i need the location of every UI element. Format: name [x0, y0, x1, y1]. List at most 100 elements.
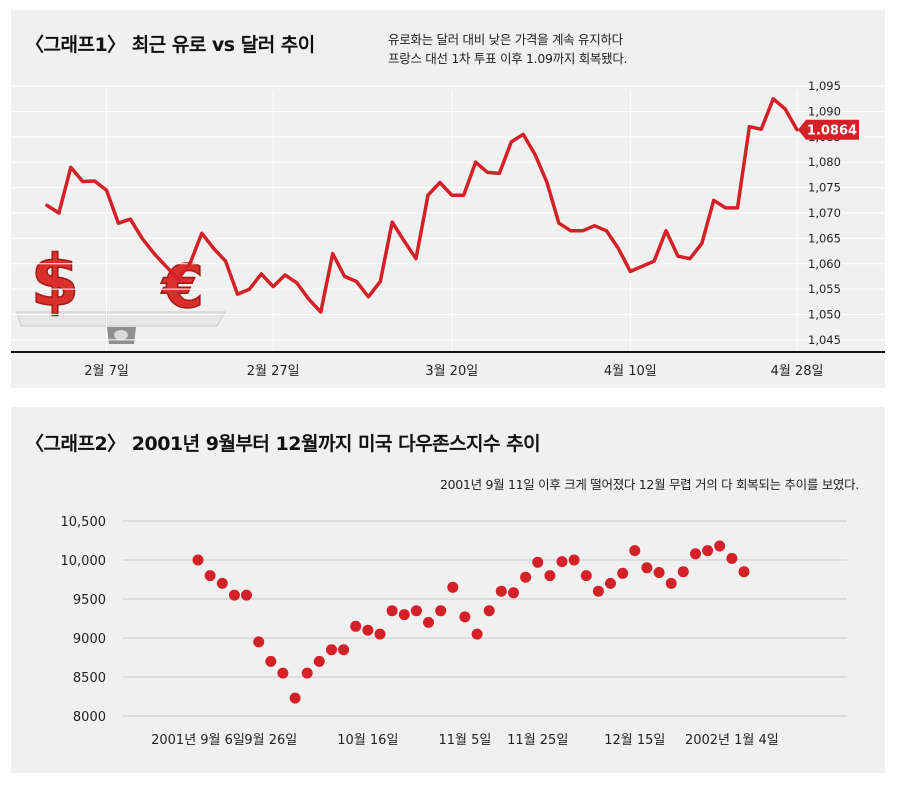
chart2-point	[690, 548, 701, 560]
chart2-x-tick-label: 11월 25일	[507, 733, 568, 748]
scale-fulcrum-hole	[114, 330, 128, 340]
chart2-x-tick-label: 11월 5일	[438, 733, 491, 748]
chart2-x-tick-label: 9월 26일	[244, 733, 297, 748]
chart2-point	[277, 667, 289, 679]
chart1-last-value-badge: 1.0864	[798, 119, 859, 140]
chart1-y-tick-label: 1,090	[808, 104, 841, 118]
chart2-point	[580, 570, 592, 582]
chart1-subtitle: 유로화는 달러 대비 낮은 가격을 계속 유지하다 프랑스 대선 1차 투표 이…	[388, 30, 748, 68]
chart2-point	[556, 556, 568, 568]
chart1-x-axis: 2월 7일 2월 27일 3월 20일 4월 10일 4월 28일	[84, 364, 823, 379]
chart2-point	[301, 667, 313, 679]
chart2-point	[677, 566, 689, 578]
chart2-point	[410, 605, 422, 617]
chart2-point	[435, 605, 447, 617]
chart1-subtitle-line-2: 프랑스 대선 1차 투표 이후 1.09까지 회복됐다.	[388, 51, 628, 66]
chart2-point	[714, 540, 726, 552]
chart1-y-tick-label: 1,045	[808, 333, 841, 347]
chart1-y-tick-label: 1,050	[808, 308, 841, 322]
chart2-point	[605, 577, 616, 589]
chart1-subtitle-line-1: 유로화는 달러 대비 낮은 가격을 계속 유지하다	[388, 32, 623, 47]
chart2-x-axis: 2001년 9월 6일 9월 26일 10월 16일 11월 5일 11월 25일 12월…	[151, 733, 779, 748]
chart1-x-tick-label: 2월 7일	[84, 364, 129, 379]
chart2-y-axis: 8000 8500 9000 9500 10,000 10,500	[61, 515, 107, 725]
chart1-y-tick-label: 1,095	[808, 79, 841, 93]
chart1-grid	[11, 85, 885, 352]
chart1-y-tick-label: 1,055	[808, 282, 841, 296]
chart2-point	[520, 571, 532, 583]
chart2-y-tick-label: 10,000	[61, 554, 107, 569]
chart2-point	[629, 545, 641, 557]
chart2-x-tick-label: 2002년 1월 4일	[685, 733, 779, 748]
chart1-x-tick-label: 3월 20일	[425, 364, 478, 379]
chart1-title: 〈그래프1〉 최근 유로 vs 달러 추이	[25, 34, 315, 56]
chart2-y-tick-label: 9500	[73, 593, 106, 608]
chart2-point	[192, 554, 204, 566]
chart2-point	[471, 628, 483, 640]
chart1-last-value-label: 1.0864	[807, 124, 857, 139]
scale-plank	[16, 311, 226, 327]
chart1-last-value-shape	[798, 119, 859, 140]
chart2-point	[665, 577, 677, 589]
chart2-point	[495, 585, 507, 597]
chart2-y-tick-label: 8500	[73, 671, 106, 686]
chart2-point	[508, 587, 519, 599]
chart2-point	[253, 636, 265, 648]
chart2-point	[216, 577, 228, 589]
chart1-x-tick-label: 4월 28일	[771, 364, 824, 379]
chart2-y-tick-label: 10,500	[61, 515, 107, 530]
chart2-title: 〈그래프2〉 2001년 9월부터 12월까지 미국 다우존스지수 추이	[25, 433, 541, 455]
scale-illustration: $ €	[16, 239, 226, 344]
chart2-point	[313, 655, 325, 667]
chart2-point	[641, 562, 653, 574]
chart2-x-tick-label: 2001년 9월 6일	[151, 733, 245, 748]
dollar-icon: $	[31, 240, 80, 322]
chart2-point	[738, 566, 750, 578]
chart2-point	[350, 620, 362, 632]
chart1-x-tick-label: 2월 27일	[247, 364, 300, 379]
chart2-point	[447, 581, 459, 593]
chart2-point	[459, 611, 471, 623]
chart2-y-tick-label: 8000	[73, 710, 106, 725]
chart-panel-2: 〈그래프2〉 2001년 9월부터 12월까지 미국 다우존스지수 추이 200…	[11, 407, 885, 773]
chart2-point	[592, 585, 604, 597]
chart2-point	[241, 589, 252, 601]
chart2-point	[544, 570, 556, 582]
chart2-point	[617, 567, 629, 579]
chart2-x-tick-label: 12월 15일	[604, 733, 665, 748]
chart2-point	[568, 554, 580, 566]
chart1-y-axis: 1,045 1,050 1,055 1,060 1,065 1,070 1,075 1,080…	[808, 79, 841, 347]
chart1-y-tick-label: 1,080	[808, 155, 841, 169]
chart1-x-tick-label: 4월 10일	[604, 364, 657, 379]
chart2-x-tick-label: 10월 16일	[337, 733, 398, 748]
chart2-point	[726, 552, 738, 564]
chart2-point	[326, 644, 337, 656]
chart1-series-line	[45, 97, 799, 314]
chart2-point	[386, 605, 398, 617]
chart2-point	[338, 644, 350, 656]
chart2-point	[204, 570, 216, 582]
chart2-point	[483, 605, 495, 617]
chart2-grid	[123, 520, 847, 717]
chart1-y-tick-label: 1,075	[808, 181, 841, 195]
chart2-point	[362, 624, 374, 636]
chart1-y-tick-label: 1,065	[808, 231, 841, 245]
chart2-subtitle: 2001년 9월 11일 이후 크게 떨어졌다 12월 무렵 거의 다 회복되는…	[439, 477, 859, 492]
chart2-point	[702, 545, 714, 557]
chart-panel-1: 〈그래프1〉 최근 유로 vs 달러 추이 유로화는 달러 대비 낮은 가격을 …	[11, 10, 885, 388]
chart2-points	[192, 540, 750, 704]
chart2-point	[398, 609, 410, 621]
chart2-point	[423, 616, 434, 628]
chart2-point	[265, 655, 277, 667]
chart2-point	[228, 589, 240, 601]
chart1-y-tick-label: 1,070	[808, 206, 841, 220]
euro-icon: €	[160, 252, 204, 322]
chart2-point	[374, 628, 386, 640]
chart2-y-tick-label: 9000	[73, 632, 106, 647]
chart2-point	[653, 567, 665, 578]
chart2-plot: 8000 8500 9000 9500 10,000 10,500 2001년 9월 6일…	[61, 515, 847, 748]
chart1-plot: $ € 1,0451,0501,0551,0601,0651,0701,0751…	[11, 79, 885, 379]
chart2-point	[289, 692, 301, 704]
chart1-y-tick-label: 1,060	[808, 257, 841, 271]
chart2-point	[532, 556, 544, 568]
